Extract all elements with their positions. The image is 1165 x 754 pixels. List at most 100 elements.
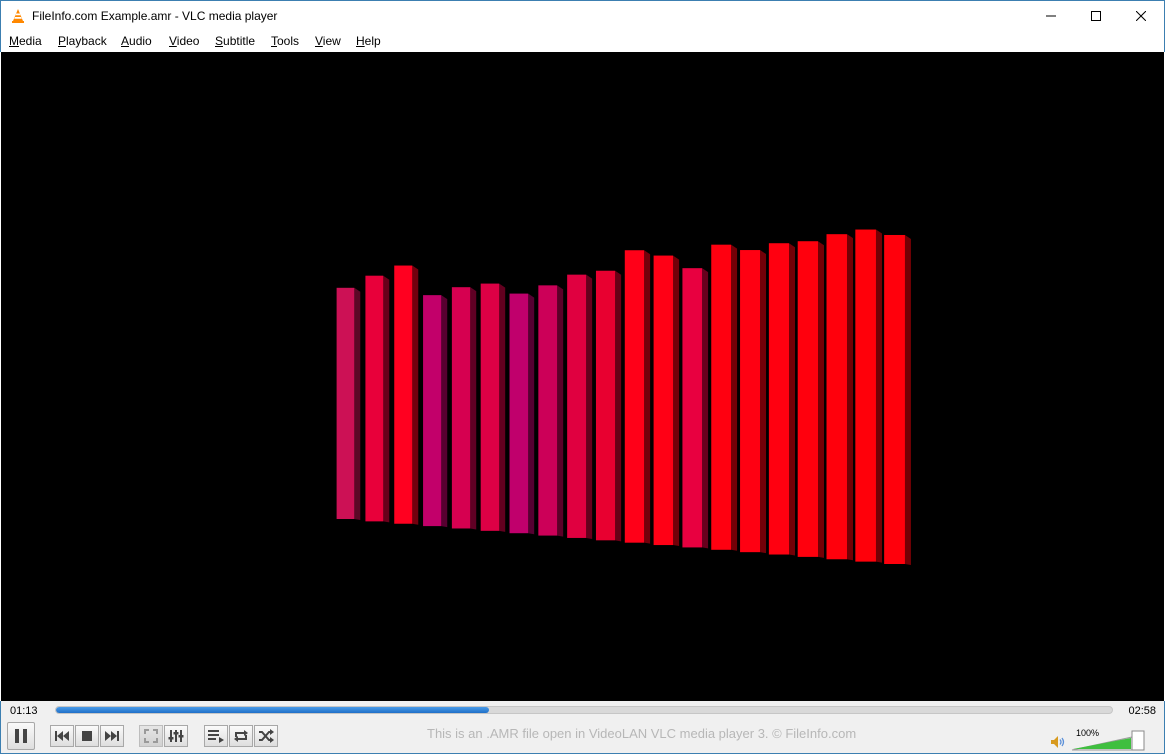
visualizer-bar-side bbox=[818, 241, 825, 558]
speaker-icon[interactable] bbox=[1050, 735, 1066, 749]
volume-percent: 100% bbox=[1076, 728, 1100, 738]
previous-button[interactable] bbox=[50, 725, 74, 747]
visualizer-bar-front bbox=[768, 243, 790, 555]
visualizer-bar-front bbox=[509, 293, 529, 534]
vlc-cone-icon bbox=[12, 9, 24, 23]
visualizer-bar-front bbox=[480, 283, 500, 531]
menu-tools[interactable]: Tools bbox=[271, 34, 300, 48]
skip-next-icon bbox=[105, 731, 119, 741]
visualizer-bar-side bbox=[904, 234, 911, 565]
maximize-button[interactable] bbox=[1073, 1, 1119, 30]
visualizer-bar bbox=[336, 287, 361, 520]
visualizer-bar bbox=[567, 274, 593, 539]
shuffle-icon bbox=[259, 729, 274, 743]
visualizer-bar-front bbox=[336, 287, 355, 519]
menu-bar: Media Playback Audio Video Subtitle Tool… bbox=[0, 30, 1165, 52]
minimize-icon bbox=[1046, 15, 1056, 16]
visualizer-bar bbox=[711, 244, 738, 551]
visualizer-bar-front bbox=[855, 229, 876, 562]
status-message: This is an .AMR file open in VideoLAN VL… bbox=[427, 726, 857, 741]
visualizer-bar-side bbox=[586, 274, 593, 539]
fullscreen-button[interactable] bbox=[139, 725, 163, 747]
visualizer-bar-front bbox=[451, 287, 471, 529]
spectrum-visualizer bbox=[336, 229, 911, 565]
stop-button[interactable] bbox=[75, 725, 99, 747]
equalizer-sliders-icon bbox=[168, 730, 184, 742]
visualizer-bar bbox=[855, 229, 882, 563]
visualizer-bar-front bbox=[423, 295, 442, 527]
visualizer-bar-side bbox=[702, 268, 709, 549]
visualizer-bar-side bbox=[789, 243, 796, 556]
visualizer-bar bbox=[682, 268, 709, 549]
stop-icon bbox=[82, 731, 92, 741]
visualizer-bar-side bbox=[731, 244, 738, 551]
elapsed-time: 01:13 bbox=[10, 705, 38, 717]
visualizer-bar-side bbox=[383, 275, 390, 523]
video-area[interactable] bbox=[1, 52, 1164, 701]
visualizer-bar-front bbox=[740, 250, 761, 553]
visualizer-bar-side bbox=[557, 285, 564, 537]
visualizer-bar bbox=[768, 243, 796, 556]
visualizer-bar-front bbox=[826, 234, 847, 560]
visualizer-bar bbox=[740, 250, 767, 554]
visualizer-bar-front bbox=[624, 250, 645, 543]
pause-button[interactable] bbox=[7, 722, 35, 750]
loop-button[interactable] bbox=[229, 725, 253, 747]
visualizer-bar-side bbox=[644, 250, 651, 544]
menu-audio[interactable]: Audio bbox=[121, 34, 152, 48]
playlist-button[interactable] bbox=[204, 725, 228, 747]
visualizer-bar-front bbox=[711, 244, 732, 550]
visualizer-bar bbox=[595, 270, 622, 542]
visualizer-bar-side bbox=[412, 265, 419, 525]
menu-media[interactable]: Media bbox=[9, 34, 42, 48]
maximize-icon bbox=[1091, 10, 1101, 21]
visualizer-bar bbox=[480, 283, 506, 532]
control-bar: 01:13 02:58 This is an .AMR file open in… bbox=[0, 701, 1165, 754]
visualizer-bar-side bbox=[760, 250, 767, 554]
visualizer-bar bbox=[797, 241, 825, 558]
volume-handle[interactable] bbox=[1131, 730, 1145, 751]
visualizer-bar-side bbox=[499, 283, 506, 532]
visualizer-bar-side bbox=[470, 287, 477, 530]
menu-subtitle[interactable]: Subtitle bbox=[215, 34, 256, 48]
visualizer-bar-front bbox=[884, 234, 905, 564]
minimize-button[interactable] bbox=[1028, 1, 1074, 30]
visualizer-bar-side bbox=[846, 234, 853, 561]
visualizer-bar-side bbox=[615, 270, 622, 542]
menu-view[interactable]: View bbox=[315, 34, 341, 48]
visualizer-bar-side bbox=[354, 287, 361, 520]
menu-video[interactable]: Video bbox=[169, 34, 200, 48]
seek-bar[interactable] bbox=[55, 706, 1113, 714]
visualizer-bar-side bbox=[441, 295, 448, 528]
visualizer-bar-side bbox=[673, 255, 680, 547]
visualizer-bar bbox=[394, 265, 419, 525]
visualizer-bar bbox=[509, 293, 535, 535]
seek-bar-progress bbox=[56, 707, 489, 713]
menu-playback[interactable]: Playback bbox=[58, 34, 107, 48]
extended-settings-button[interactable] bbox=[164, 725, 188, 747]
shuffle-button[interactable] bbox=[254, 725, 278, 747]
window-title: FileInfo.com Example.amr - VLC media pla… bbox=[32, 9, 278, 23]
visualizer-bar-front bbox=[653, 255, 674, 546]
visualizer-bar-front bbox=[567, 274, 587, 538]
close-button[interactable] bbox=[1118, 1, 1164, 30]
total-time: 02:58 bbox=[1128, 705, 1156, 717]
title-bar: FileInfo.com Example.amr - VLC media pla… bbox=[0, 0, 1165, 30]
fullscreen-icon bbox=[144, 729, 158, 743]
playlist-icon bbox=[208, 730, 224, 743]
pause-icon bbox=[15, 729, 27, 743]
volume-slider[interactable] bbox=[1071, 729, 1147, 751]
visualizer-bar bbox=[365, 275, 390, 523]
visualizer-bar bbox=[653, 255, 680, 547]
visualizer-bar bbox=[538, 285, 564, 537]
visualizer-bar bbox=[624, 250, 651, 544]
close-icon bbox=[1136, 10, 1146, 21]
visualizer-bar-side bbox=[528, 293, 535, 535]
next-button[interactable] bbox=[100, 725, 124, 747]
visualizer-bar-front bbox=[538, 285, 558, 536]
visualizer-bar-front bbox=[365, 275, 384, 522]
visualizer-bar-side bbox=[875, 229, 882, 563]
loop-icon bbox=[234, 730, 248, 742]
skip-previous-icon bbox=[55, 731, 69, 741]
menu-help[interactable]: Help bbox=[356, 34, 381, 48]
